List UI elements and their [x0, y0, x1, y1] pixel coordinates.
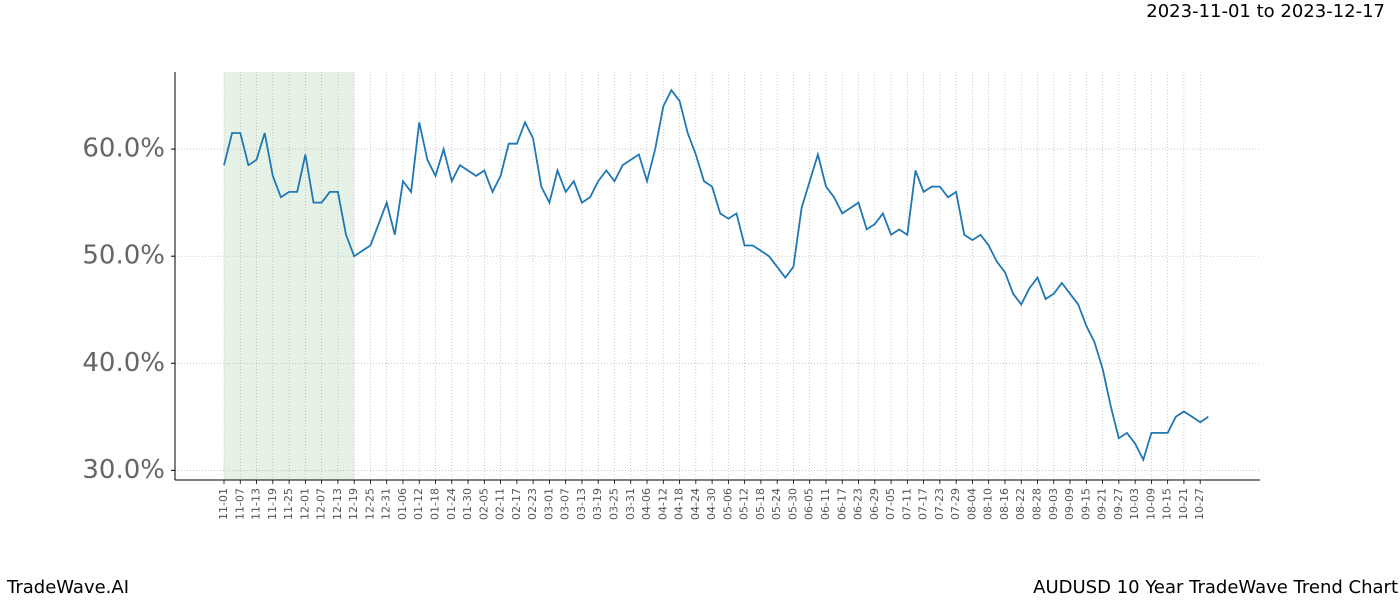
x-tick-label: 12-19: [347, 488, 360, 520]
x-tick-label: 07-05: [884, 488, 897, 520]
x-tick-label: 09-21: [1096, 488, 1109, 520]
x-tick-label: 08-16: [998, 488, 1011, 520]
x-tick-label: 02-17: [510, 488, 523, 520]
x-tick-label: 12-25: [363, 488, 376, 520]
x-tick-label: 03-31: [624, 488, 637, 520]
x-tick-label: 01-24: [445, 488, 458, 520]
x-tick-label: 12-13: [331, 488, 344, 520]
brand: TradeWave.AI: [6, 577, 129, 598]
x-tick-label: 12-31: [380, 488, 393, 520]
x-tick-label: 05-24: [770, 488, 783, 520]
x-tick-label: 11-07: [233, 488, 246, 520]
x-tick-label: 07-11: [900, 488, 913, 520]
y-tick-label: 40.0%: [82, 348, 165, 378]
x-tick-label: 06-05: [803, 488, 816, 520]
x-tick-label: 05-30: [786, 488, 799, 520]
x-tick-label: 01-30: [461, 488, 474, 520]
y-tick-label: 60.0%: [82, 134, 165, 164]
x-tick-label: 07-23: [933, 488, 946, 520]
x-tick-label: 03-13: [575, 488, 588, 520]
x-tick-label: 02-11: [494, 488, 507, 520]
x-tick-label: 04-30: [705, 488, 718, 520]
x-tick-label: 05-06: [721, 488, 734, 520]
x-tick-label: 10-09: [1144, 488, 1157, 520]
x-tick-label: 03-07: [559, 488, 572, 520]
x-tick-label: 06-17: [835, 488, 848, 520]
x-tick-label: 12-01: [298, 488, 311, 520]
x-tick-label: 10-15: [1161, 488, 1174, 520]
x-tick-label: 06-29: [868, 488, 881, 520]
x-tick-label: 04-12: [656, 488, 669, 520]
x-tick-label: 08-04: [965, 488, 978, 520]
x-tick-label: 07-17: [917, 488, 930, 520]
x-tick-label: 03-25: [607, 488, 620, 520]
x-tick-label: 11-01: [217, 488, 230, 520]
chart-title: AUDUSD 10 Year TradeWave Trend Chart: [1033, 577, 1398, 598]
x-tick-label: 09-09: [1063, 488, 1076, 520]
x-tick-label: 04-18: [673, 488, 686, 520]
x-tick-label: 11-19: [266, 488, 279, 520]
x-tick-label: 03-19: [591, 488, 604, 520]
x-tick-label: 11-25: [282, 488, 295, 520]
x-tick-label: 09-27: [1112, 488, 1125, 520]
x-tick-label: 12-07: [315, 488, 328, 520]
x-tick-label: 08-28: [1031, 488, 1044, 520]
x-tick-label: 04-24: [689, 488, 702, 520]
x-tick-label: 05-12: [738, 488, 751, 520]
x-tick-label: 11-13: [250, 488, 263, 520]
x-tick-label: 09-03: [1047, 488, 1060, 520]
x-tick-label: 05-18: [754, 488, 767, 520]
x-tick-label: 10-03: [1128, 488, 1141, 520]
x-tick-label: 10-27: [1193, 488, 1206, 520]
x-tick-label: 08-22: [1014, 488, 1027, 520]
x-tick-label: 06-23: [852, 488, 865, 520]
date-range: 2023-11-01 to 2023-12-17: [1146, 1, 1385, 22]
x-tick-label: 02-05: [477, 488, 490, 520]
x-tick-label: 03-01: [542, 488, 555, 520]
y-tick-label: 50.0%: [82, 241, 165, 271]
x-tick-label: 08-10: [982, 488, 995, 520]
x-tick-label: 01-12: [412, 488, 425, 520]
x-tick-label: 07-29: [949, 488, 962, 520]
x-tick-label: 01-06: [396, 488, 409, 520]
x-tick-label: 02-23: [526, 488, 539, 520]
y-tick-label: 30.0%: [82, 455, 165, 485]
x-tick-label: 10-21: [1177, 488, 1190, 520]
trend-line: [223, 88, 1209, 463]
x-tick-label: 06-11: [819, 488, 832, 520]
x-tick-label: 01-18: [429, 488, 442, 520]
x-tick-label: 04-06: [640, 488, 653, 520]
x-tick-label: 09-15: [1079, 488, 1092, 520]
